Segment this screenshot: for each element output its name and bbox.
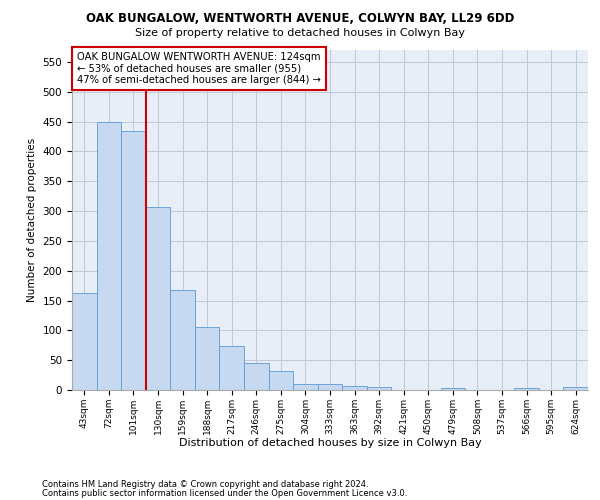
Text: Contains public sector information licensed under the Open Government Licence v3: Contains public sector information licen…: [42, 488, 407, 498]
Text: Contains HM Land Registry data © Crown copyright and database right 2024.: Contains HM Land Registry data © Crown c…: [42, 480, 368, 489]
Bar: [121, 130, 146, 390]
Bar: [220, 346, 244, 390]
Bar: [195, 327, 220, 390]
Bar: [97, 122, 121, 390]
Bar: [170, 290, 195, 390]
Text: OAK BUNGALOW WENTWORTH AVENUE: 124sqm
← 53% of detached houses are smaller (955): OAK BUNGALOW WENTWORTH AVENUE: 124sqm ← …: [77, 52, 321, 85]
Text: OAK BUNGALOW, WENTWORTH AVENUE, COLWYN BAY, LL29 6DD: OAK BUNGALOW, WENTWORTH AVENUE, COLWYN B…: [86, 12, 514, 26]
Bar: [293, 384, 318, 390]
Bar: [72, 293, 97, 390]
Bar: [269, 371, 293, 390]
Bar: [244, 363, 269, 390]
Bar: [514, 388, 539, 390]
Text: Distribution of detached houses by size in Colwyn Bay: Distribution of detached houses by size …: [179, 438, 481, 448]
Bar: [318, 384, 342, 390]
Bar: [367, 387, 391, 390]
Y-axis label: Number of detached properties: Number of detached properties: [27, 138, 37, 302]
Bar: [563, 387, 588, 390]
Bar: [440, 388, 465, 390]
Bar: [342, 386, 367, 390]
Text: Size of property relative to detached houses in Colwyn Bay: Size of property relative to detached ho…: [135, 28, 465, 38]
Bar: [146, 207, 170, 390]
